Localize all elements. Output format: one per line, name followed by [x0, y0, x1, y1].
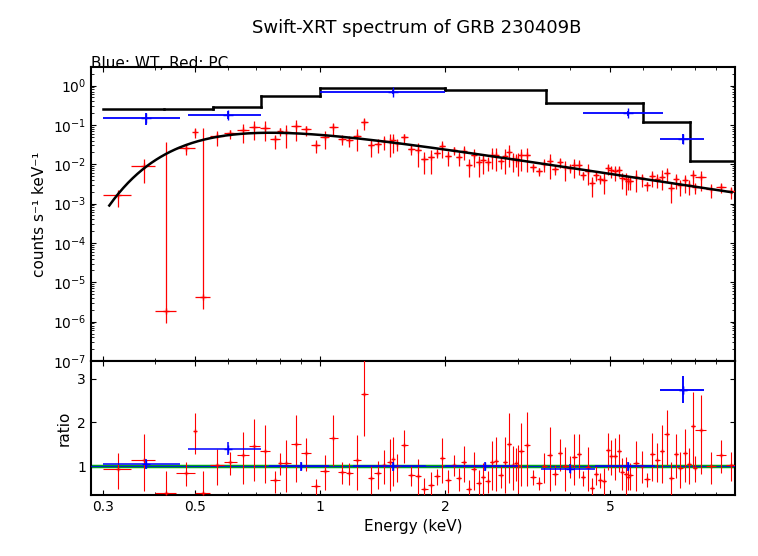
Text: Swift-XRT spectrum of GRB 230409B: Swift-XRT spectrum of GRB 230409B	[252, 19, 581, 37]
Text: Blue: WT, Red: PC: Blue: WT, Red: PC	[91, 56, 228, 71]
X-axis label: Energy (keV): Energy (keV)	[364, 519, 462, 534]
Y-axis label: ratio: ratio	[57, 410, 72, 445]
Y-axis label: counts s⁻¹ keV⁻¹: counts s⁻¹ keV⁻¹	[32, 151, 47, 276]
